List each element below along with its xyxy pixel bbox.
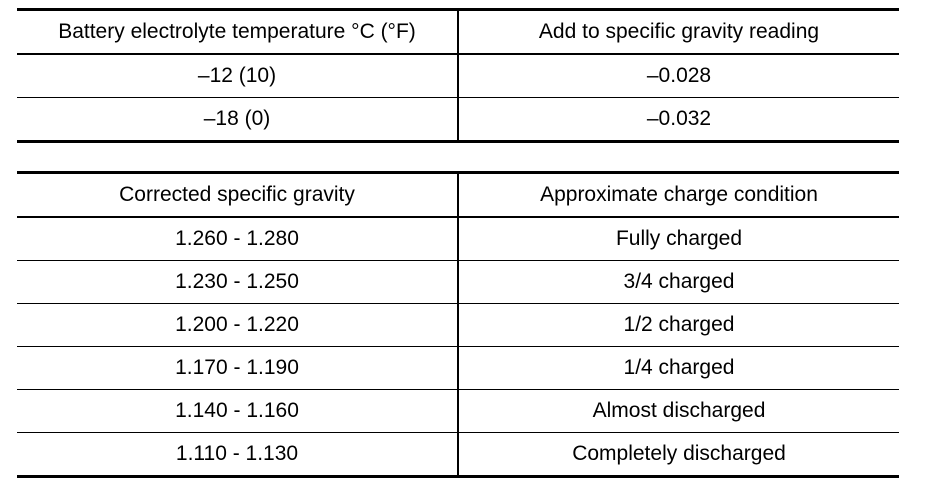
charge-condition-cell: 3/4 charged <box>458 260 899 304</box>
table-header-row: Battery electrolyte temperature °C (°F) … <box>17 8 899 55</box>
table-row: 1.200 - 1.220 1/2 charged <box>17 303 899 347</box>
temperature-correction-table: Battery electrolyte temperature °C (°F) … <box>17 8 899 143</box>
charge-condition-cell: 1/4 charged <box>458 346 899 390</box>
charge-condition-cell: Almost discharged <box>458 389 899 433</box>
table-header-row: Corrected specific gravity Approximate c… <box>17 171 899 218</box>
temperature-cell: –18 (0) <box>17 97 459 143</box>
column-header-charge-condition: Approximate charge condition <box>458 171 899 218</box>
table-row: 1.170 - 1.190 1/4 charged <box>17 346 899 390</box>
specific-gravity-cell: 1.260 - 1.280 <box>17 217 459 261</box>
table-row: 1.140 - 1.160 Almost discharged <box>17 389 899 433</box>
specific-gravity-cell: 1.110 - 1.130 <box>17 432 459 478</box>
charge-condition-table: Corrected specific gravity Approximate c… <box>17 171 899 478</box>
column-header-correction: Add to specific gravity reading <box>458 8 899 55</box>
table-row: –18 (0) –0.032 <box>17 97 899 143</box>
table-row: 1.110 - 1.130 Completely discharged <box>17 432 899 478</box>
correction-cell: –0.032 <box>458 97 899 143</box>
column-header-temperature: Battery electrolyte temperature °C (°F) <box>17 8 459 55</box>
charge-condition-cell: Completely discharged <box>458 432 899 478</box>
table-row: –12 (10) –0.028 <box>17 54 899 98</box>
specific-gravity-cell: 1.140 - 1.160 <box>17 389 459 433</box>
correction-cell: –0.028 <box>458 54 899 98</box>
charge-condition-cell: Fully charged <box>458 217 899 261</box>
charge-condition-cell: 1/2 charged <box>458 303 899 347</box>
specific-gravity-cell: 1.170 - 1.190 <box>17 346 459 390</box>
temperature-cell: –12 (10) <box>17 54 459 98</box>
table-row: 1.260 - 1.280 Fully charged <box>17 217 899 261</box>
table-row: 1.230 - 1.250 3/4 charged <box>17 260 899 304</box>
specific-gravity-cell: 1.200 - 1.220 <box>17 303 459 347</box>
column-header-specific-gravity: Corrected specific gravity <box>17 171 459 218</box>
specific-gravity-cell: 1.230 - 1.250 <box>17 260 459 304</box>
